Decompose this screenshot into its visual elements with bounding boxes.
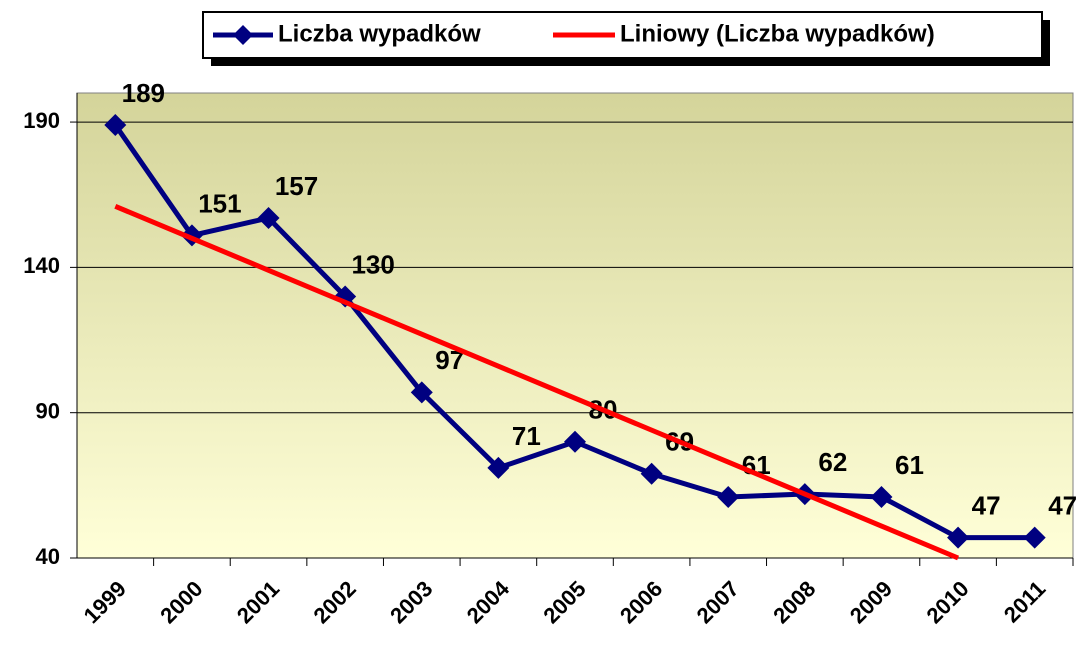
x-tick-label: 2004 bbox=[462, 575, 515, 628]
data-label: 151 bbox=[198, 188, 241, 218]
marker bbox=[487, 456, 510, 479]
y-tick-label: 40 bbox=[36, 544, 60, 569]
marker bbox=[1023, 526, 1046, 549]
y-tick-label: 140 bbox=[23, 253, 60, 278]
marker bbox=[257, 206, 280, 229]
x-tick-label: 1999 bbox=[79, 576, 131, 628]
x-tick-label: 2011 bbox=[999, 576, 1050, 627]
marker bbox=[410, 381, 433, 404]
marker bbox=[640, 462, 663, 485]
legend-label: Liczba wypadków bbox=[278, 20, 481, 47]
x-tick-label: 2002 bbox=[309, 576, 361, 628]
marker bbox=[564, 430, 586, 453]
data-label: 61 bbox=[895, 450, 924, 480]
x-tick-label: 2009 bbox=[845, 576, 897, 628]
marker bbox=[717, 485, 740, 508]
data-label: 62 bbox=[818, 447, 847, 477]
legend bbox=[202, 11, 1043, 59]
legend-marker bbox=[233, 25, 253, 45]
data-label: 189 bbox=[122, 78, 165, 108]
data-label: 47 bbox=[972, 491, 1001, 521]
x-tick-label: 2008 bbox=[768, 576, 820, 628]
x-tick-label: 2006 bbox=[615, 576, 667, 628]
y-tick-label: 190 bbox=[23, 108, 60, 133]
x-tick-label: 2010 bbox=[921, 576, 973, 628]
x-tick-label: 2000 bbox=[155, 576, 207, 628]
y-tick-label: 90 bbox=[36, 399, 60, 424]
data-label: 47 bbox=[1048, 491, 1077, 521]
data-label: 130 bbox=[351, 249, 394, 279]
marker bbox=[104, 113, 127, 136]
series-line bbox=[114, 204, 960, 561]
legend-label: Liniowy (Liczba wypadków) bbox=[620, 20, 935, 47]
plot-area bbox=[76, 92, 1074, 559]
marker bbox=[870, 485, 893, 508]
data-label: 157 bbox=[275, 171, 318, 201]
data-label: 71 bbox=[512, 421, 541, 451]
marker bbox=[947, 526, 970, 549]
x-tick-label: 2001 bbox=[232, 576, 284, 628]
x-tick-label: 2003 bbox=[385, 576, 437, 628]
x-tick-label: 2007 bbox=[692, 576, 744, 628]
x-tick-label: 2005 bbox=[538, 576, 590, 628]
